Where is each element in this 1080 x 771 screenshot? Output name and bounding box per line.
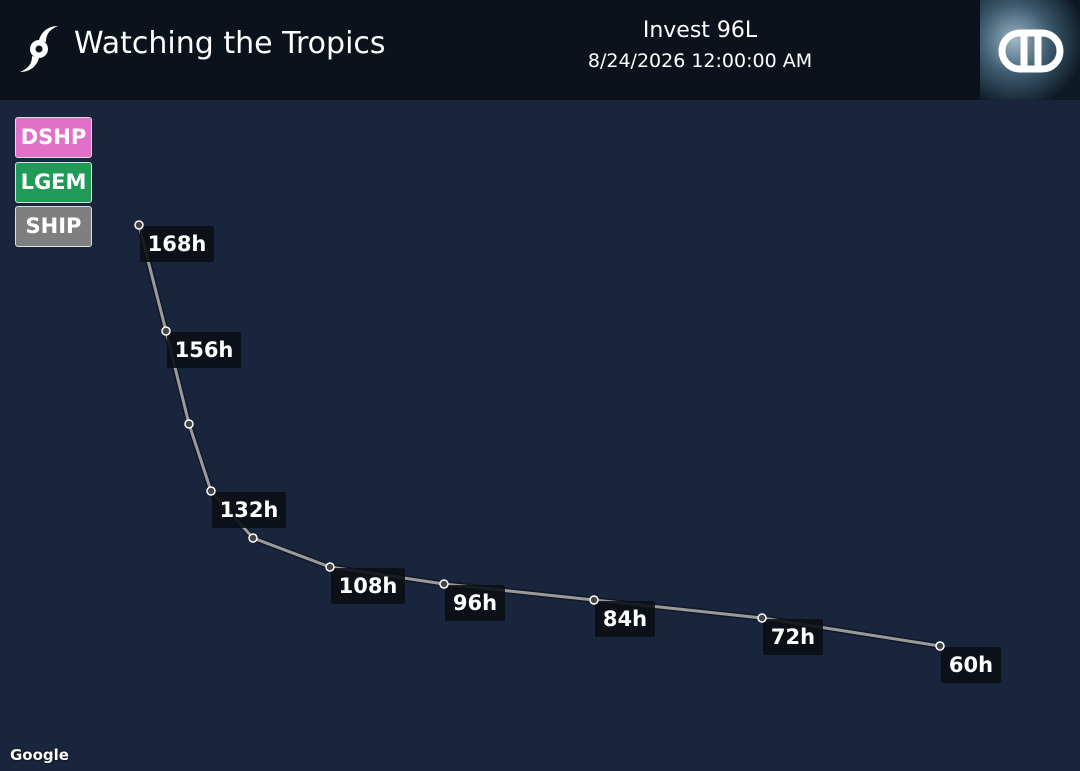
track-line — [137, 224, 941, 648]
legend-button[interactable]: SHIP — [15, 206, 92, 247]
track-point — [589, 595, 599, 605]
track-point — [134, 220, 144, 230]
hurricane-icon — [20, 26, 58, 72]
track-label: 168h — [148, 232, 207, 256]
app-title: Watching the Tropics — [74, 26, 386, 61]
storm-name: Invest 96L — [642, 18, 758, 43]
label-box — [212, 492, 286, 528]
track-label: 60h — [949, 653, 993, 677]
track-point — [206, 486, 216, 496]
logo — [980, 0, 1080, 100]
attribution: Google — [10, 746, 69, 764]
label-box — [140, 226, 214, 262]
track-point — [184, 419, 194, 429]
legend-button[interactable]: LGEM — [15, 162, 92, 203]
label-box — [595, 601, 655, 637]
legend-button[interactable]: DSHP — [15, 117, 92, 158]
label-box — [763, 619, 823, 655]
label-box — [167, 332, 241, 368]
track-label: 108h — [339, 574, 398, 598]
label-box — [331, 568, 405, 604]
track-point — [439, 579, 449, 589]
track-label: 96h — [453, 591, 497, 615]
track-label: 72h — [771, 625, 815, 649]
label-box — [941, 647, 1001, 683]
track-point — [757, 613, 767, 623]
track-label: 84h — [603, 607, 647, 631]
label-box — [445, 585, 505, 621]
track-point — [248, 533, 258, 543]
track-point — [935, 641, 945, 651]
forecast-time: 8/24/2026 12:00:00 AM — [587, 50, 813, 72]
track-label: 132h — [220, 498, 279, 522]
header: Watching the Tropics Invest 96L 8/24/202… — [0, 0, 1080, 100]
track-point — [325, 562, 335, 572]
track-label: 156h — [175, 338, 234, 362]
track-point — [161, 326, 171, 336]
track-shadow — [136, 224, 941, 649]
